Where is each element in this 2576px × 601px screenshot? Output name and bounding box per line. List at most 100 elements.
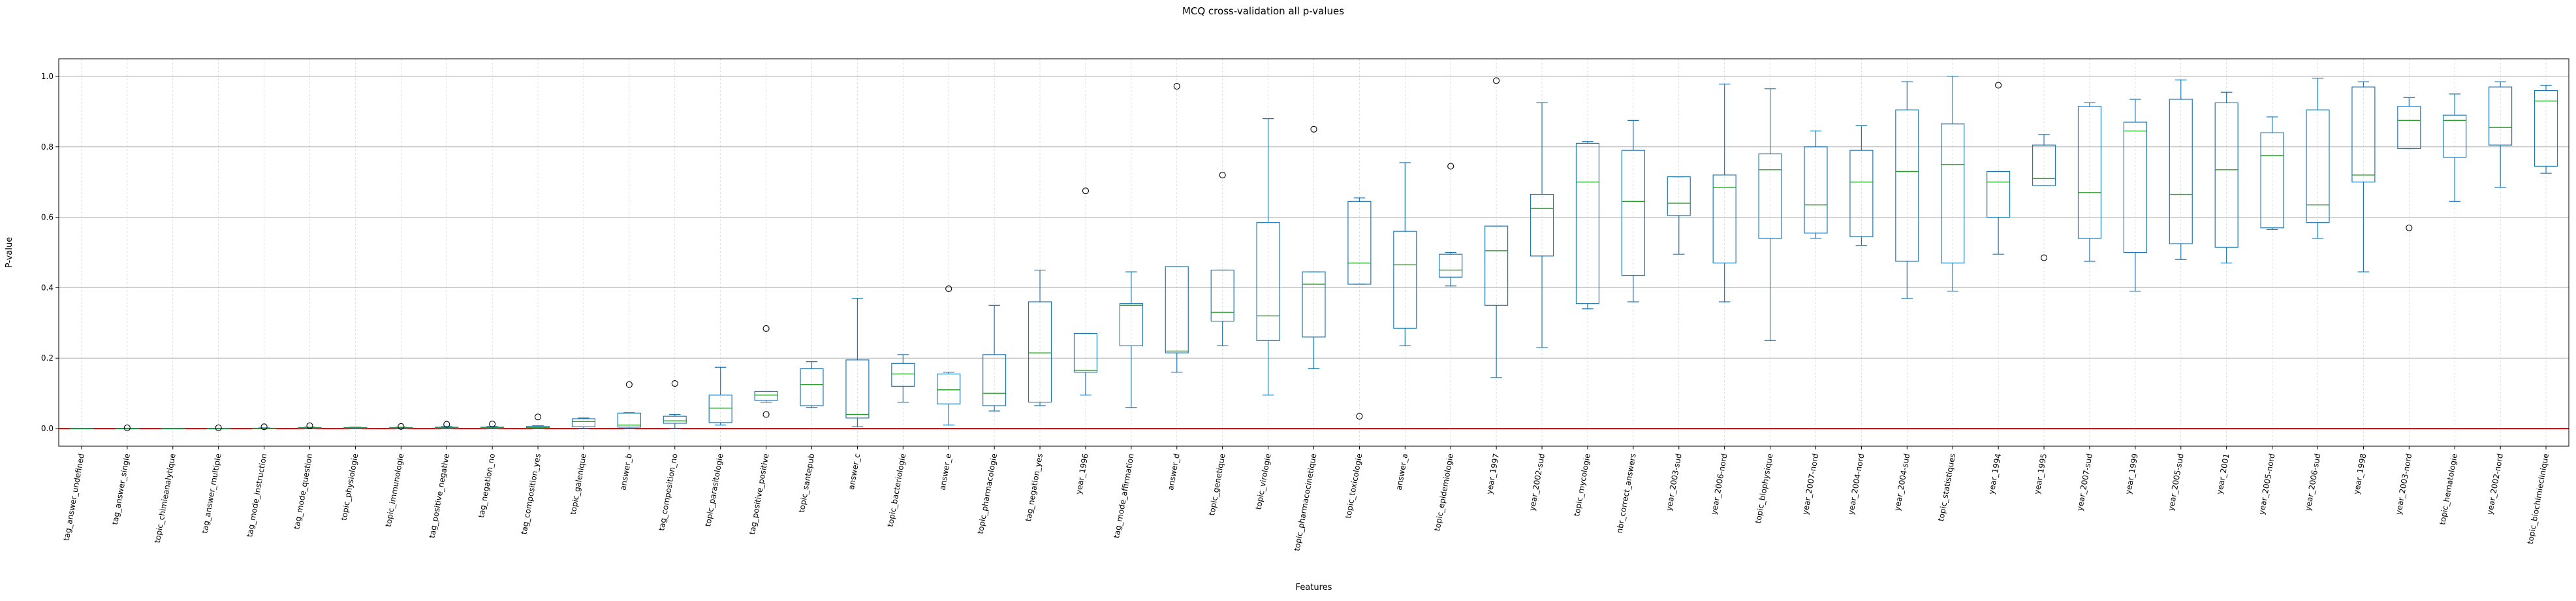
- iqr-box: [1439, 253, 1463, 278]
- iqr-box: [1621, 150, 1645, 276]
- iqr-box: [1849, 150, 1874, 237]
- iqr-box: [1530, 193, 1554, 257]
- box-tag_mode_instruction: [252, 423, 276, 430]
- y-axis-label: P-value: [5, 237, 14, 268]
- box-nbr_correct_answers: [1621, 120, 1645, 302]
- box-tag_negation_yes: [1028, 269, 1052, 406]
- box-tag_composition_no: [663, 380, 687, 429]
- box-year_1998: [2351, 81, 2376, 272]
- box-topic_toxicologie: [1347, 197, 1372, 420]
- iqr-box: [982, 354, 1007, 406]
- box-year_2003-sud: [1667, 176, 1691, 255]
- x-axis-label: Features: [1296, 583, 1332, 593]
- box-topic_santepub: [800, 361, 824, 408]
- box-year_2002-nord: [2489, 81, 2513, 188]
- iqr-box: [891, 363, 915, 387]
- box-topic_physiologie: [343, 427, 368, 429]
- iqr-box: [1028, 301, 1052, 403]
- box-topic_statistiques: [1941, 76, 1965, 292]
- outlier-point: [2040, 254, 2048, 261]
- chart-title: MCQ cross-validation all p-values: [1182, 5, 1344, 17]
- box-answer_d: [1165, 82, 1189, 373]
- outlier-point: [215, 424, 222, 432]
- outlier-point: [762, 411, 770, 418]
- iqr-box: [1165, 266, 1189, 353]
- outlier-point: [534, 414, 542, 421]
- outlier-point: [762, 325, 770, 332]
- outlier-point: [1493, 77, 1500, 84]
- box-year_1996: [1073, 187, 1098, 396]
- box-topic_hematologie: [2443, 93, 2467, 202]
- box-topic_mycologie: [1575, 141, 1600, 310]
- iqr-box: [845, 359, 870, 419]
- iqr-box: [2169, 99, 2193, 244]
- outlier-point: [1447, 163, 1454, 170]
- box-topic_biophysique: [1758, 88, 1782, 341]
- iqr-box: [2260, 132, 2284, 229]
- box-topic_epidemiologie: [1439, 163, 1463, 287]
- outlier-point: [2406, 224, 2413, 231]
- iqr-box: [1073, 333, 1098, 373]
- box-tag_positive_negative: [435, 421, 459, 429]
- outlier-point: [398, 423, 405, 430]
- outlier-point: [625, 381, 633, 388]
- y-tick-label: 0.4: [41, 283, 54, 292]
- outlier-point: [1219, 171, 1226, 178]
- box-year_2002-sud: [1530, 102, 1554, 348]
- iqr-box: [1804, 146, 1828, 234]
- box-year_2007-nord: [1804, 130, 1828, 239]
- iqr-box: [1575, 142, 1600, 304]
- box-year_1995: [2032, 134, 2056, 261]
- y-tick-label: 0.0: [41, 424, 54, 433]
- iqr-box: [1347, 201, 1372, 285]
- box-topic_pharmacocinetique: [1302, 125, 1326, 370]
- box-topic_virologie: [1256, 118, 1280, 396]
- box-topic_genetique: [1210, 171, 1234, 346]
- box-tag_answer_multiple: [206, 424, 230, 432]
- box-year_2006-sud: [2306, 78, 2330, 239]
- box-year_2006-nord: [1712, 84, 1736, 302]
- iqr-box: [1941, 123, 1965, 264]
- iqr-box: [2123, 122, 2147, 253]
- y-tick-label: 0.6: [41, 213, 54, 222]
- iqr-box: [1712, 174, 1736, 264]
- outlier-point: [306, 422, 313, 429]
- box-topic_galenique: [571, 417, 596, 429]
- boxes: [69, 76, 2558, 432]
- iqr-box: [2443, 114, 2467, 158]
- box-topic_pharmacologie: [982, 304, 1007, 412]
- box-topic_bacteriologie: [891, 354, 915, 403]
- outlier-point: [1310, 125, 1317, 133]
- outlier-point: [123, 424, 131, 432]
- iqr-box: [2306, 109, 2330, 223]
- box-year_1999: [2123, 99, 2147, 292]
- y-ticks: 0.0 0.2 0.4 0.6 0.8 1.0: [41, 72, 59, 433]
- outlier-point: [489, 420, 496, 428]
- box-answer_c: [845, 297, 870, 427]
- iqr-box: [2214, 102, 2238, 248]
- iqr-box: [1302, 271, 1326, 338]
- y-tick-label: 0.8: [41, 142, 54, 152]
- iqr-box: [1987, 171, 2011, 218]
- box-year_2001: [2214, 91, 2238, 264]
- outlier-point: [260, 423, 268, 430]
- iqr-box: [754, 391, 778, 401]
- iqr-box: [1484, 225, 1509, 306]
- iqr-box: [937, 373, 961, 404]
- box-answer_a: [1393, 162, 1417, 346]
- iqr-box: [708, 395, 732, 423]
- box-tag_positive_positive: [754, 325, 778, 418]
- box-topic_immunologie: [389, 423, 413, 430]
- box-topic_parasitologie: [708, 366, 732, 426]
- iqr-box: [1119, 303, 1143, 346]
- y-tick-label: 0.2: [41, 353, 54, 363]
- iqr-box: [617, 412, 641, 428]
- box-year_2004-sud: [1895, 81, 1919, 299]
- iqr-box: [1895, 109, 1919, 262]
- iqr-box: [1758, 153, 1782, 239]
- iqr-box: [1256, 222, 1280, 341]
- iqr-box: [2032, 144, 2056, 186]
- box-tag_mode_question: [298, 422, 322, 429]
- iqr-box: [800, 368, 824, 406]
